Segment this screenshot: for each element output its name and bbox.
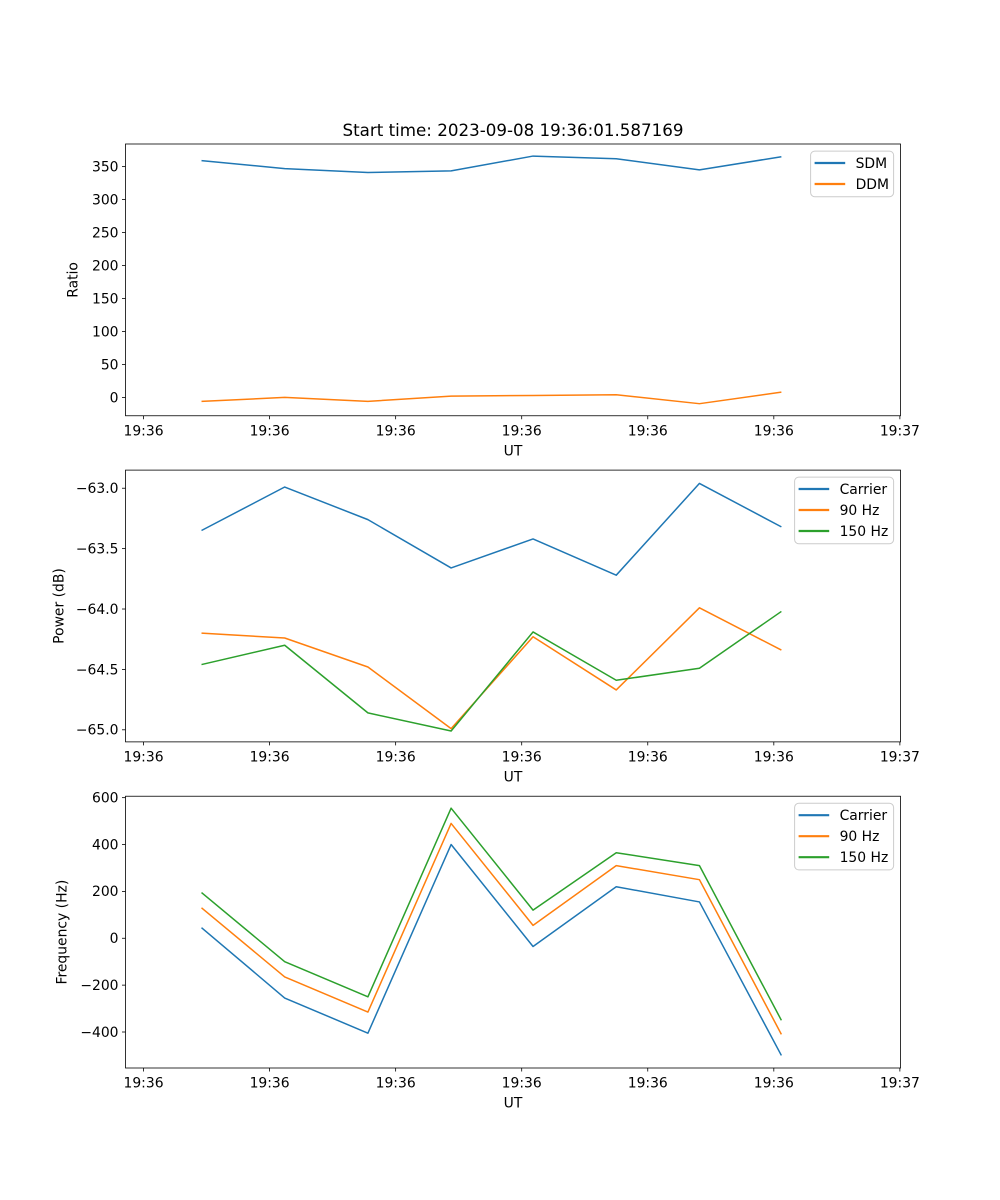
y-tick-label: 350 (92, 159, 119, 175)
x-tick-label: 19:36 (124, 1076, 164, 1092)
x-tick-label: 19:36 (124, 423, 164, 439)
line-150-hz (201, 807, 783, 1021)
y-axis-label: Frequency (Hz) (54, 880, 70, 985)
y-tick-label: 150 (92, 291, 119, 307)
legend-entry-150-hz: 150 Hz (798, 524, 889, 540)
legend-entry-150-hz: 150 Hz (798, 850, 889, 866)
x-tick-label: 19:36 (250, 1076, 290, 1092)
y-tick-label: −64.0 (76, 602, 119, 618)
y-tick-label: 100 (92, 324, 119, 340)
legend-entry-sdm: SDM (814, 156, 888, 172)
x-ticks: 19:36 19:36 19:36 19:36 19:36 19:36 19:37 (124, 415, 920, 439)
legend-label: DDM (856, 177, 889, 193)
x-tick-label: 19:37 (880, 423, 920, 439)
legend-label: SDM (856, 156, 888, 172)
x-tick-label: 19:36 (628, 1076, 668, 1092)
subplot-power-db: 19:36 19:36 19:36 19:36 19:36 19:36 19:37 −65.0… (52, 469, 920, 786)
line-150-hz (201, 610, 782, 732)
y-tick-label: 250 (92, 225, 119, 241)
y-tick-label: 200 (92, 258, 119, 274)
x-tick-label: 19:36 (250, 423, 290, 439)
legend-label: 150 Hz (840, 524, 889, 540)
legend-entry-carrier: Carrier (798, 482, 888, 498)
y-tick-label: 0 (110, 931, 119, 947)
x-axis-label: UT (504, 443, 523, 459)
line-90-hz (201, 607, 782, 730)
y-axis-label: Power (dB) (52, 568, 68, 644)
x-tick-label: 19:36 (376, 750, 416, 766)
x-tick-label: 19:36 (502, 1076, 542, 1092)
x-tick-label: 19:36 (124, 750, 164, 766)
x-ticks: 19:36 19:36 19:36 19:36 19:36 19:36 19:37 (124, 741, 920, 766)
x-tick-label: 19:36 (250, 750, 290, 766)
x-tick-label: 19:36 (502, 750, 542, 766)
x-tick-label: 19:37 (880, 1076, 920, 1092)
plot-lines (201, 482, 782, 732)
x-tick-label: 19:36 (754, 1076, 794, 1092)
legend: Carrier 90 Hz 150 Hz (794, 476, 895, 545)
y-ticks: 0 50 100 150 200 250 300 350 (92, 159, 126, 406)
y-tick-label: 600 (92, 791, 119, 807)
y-tick-label: 0 (110, 390, 119, 406)
plot-lines (201, 807, 783, 1056)
y-tick-label: −63.5 (76, 541, 119, 557)
legend-label: 90 Hz (840, 829, 880, 845)
y-tick-label: −63.0 (76, 481, 119, 497)
x-tick-label: 19:36 (376, 423, 416, 439)
line-90-hz (201, 822, 783, 1035)
y-tick-label: −200 (80, 978, 118, 994)
axes-frame (125, 143, 901, 417)
legend: Carrier 90 Hz 150 Hz (794, 802, 895, 871)
x-axis-label: UT (504, 770, 523, 786)
legend-entry-carrier: Carrier (798, 808, 888, 824)
y-tick-label: 400 (92, 837, 119, 853)
x-tick-label: 19:36 (754, 423, 794, 439)
plot-lines (201, 155, 782, 405)
y-tick-label: 50 (101, 357, 119, 373)
chart-title: Start time: 2023-09-08 19:36:01.587169 (343, 120, 684, 140)
axes-frame (125, 795, 901, 1069)
x-tick-label: 19:36 (628, 750, 668, 766)
y-tick-label: 200 (92, 884, 119, 900)
x-tick-label: 19:36 (628, 423, 668, 439)
x-tick-label: 19:36 (376, 1076, 416, 1092)
line-carrier (201, 843, 783, 1056)
legend-entry-90-hz: 90 Hz (798, 829, 880, 845)
x-tick-label: 19:36 (754, 750, 794, 766)
y-ticks: −400 −200 0 200 400 600 (80, 791, 126, 1041)
x-tick-label: 19:37 (880, 750, 920, 766)
line-ddm (201, 391, 782, 405)
x-axis-label: UT (504, 1096, 523, 1112)
legend-entry-ddm: DDM (814, 177, 889, 193)
legend: SDM DDM (810, 150, 895, 198)
y-tick-label: −400 (80, 1025, 118, 1041)
x-ticks: 19:36 19:36 19:36 19:36 19:36 19:36 19:37 (124, 1068, 920, 1092)
legend-label: 90 Hz (840, 503, 880, 519)
y-ticks: −65.0 −64.5 −64.0 −63.5 −63.0 (76, 481, 126, 739)
x-tick-label: 19:36 (502, 423, 542, 439)
y-tick-label: −64.5 (76, 662, 119, 678)
legend-label: Carrier (840, 808, 888, 824)
legend-frame (794, 802, 895, 871)
legend-label: 150 Hz (840, 850, 889, 866)
legend-entry-90-hz: 90 Hz (798, 503, 880, 519)
y-tick-label: −65.0 (76, 723, 119, 739)
line-sdm (201, 155, 782, 174)
subplot-frequency-hz: 19:36 19:36 19:36 19:36 19:36 19:36 19:37−400−… (54, 791, 920, 1112)
y-axis-label: Ratio (66, 262, 82, 298)
y-tick-label: 300 (92, 192, 119, 208)
line-carrier (201, 482, 782, 576)
subplot-ratio: Start time: 2023-09-08 19:36:01.587169 19… (66, 120, 920, 459)
legend-label: Carrier (840, 482, 888, 498)
axes-frame (125, 469, 901, 743)
legend-frame (794, 476, 895, 545)
